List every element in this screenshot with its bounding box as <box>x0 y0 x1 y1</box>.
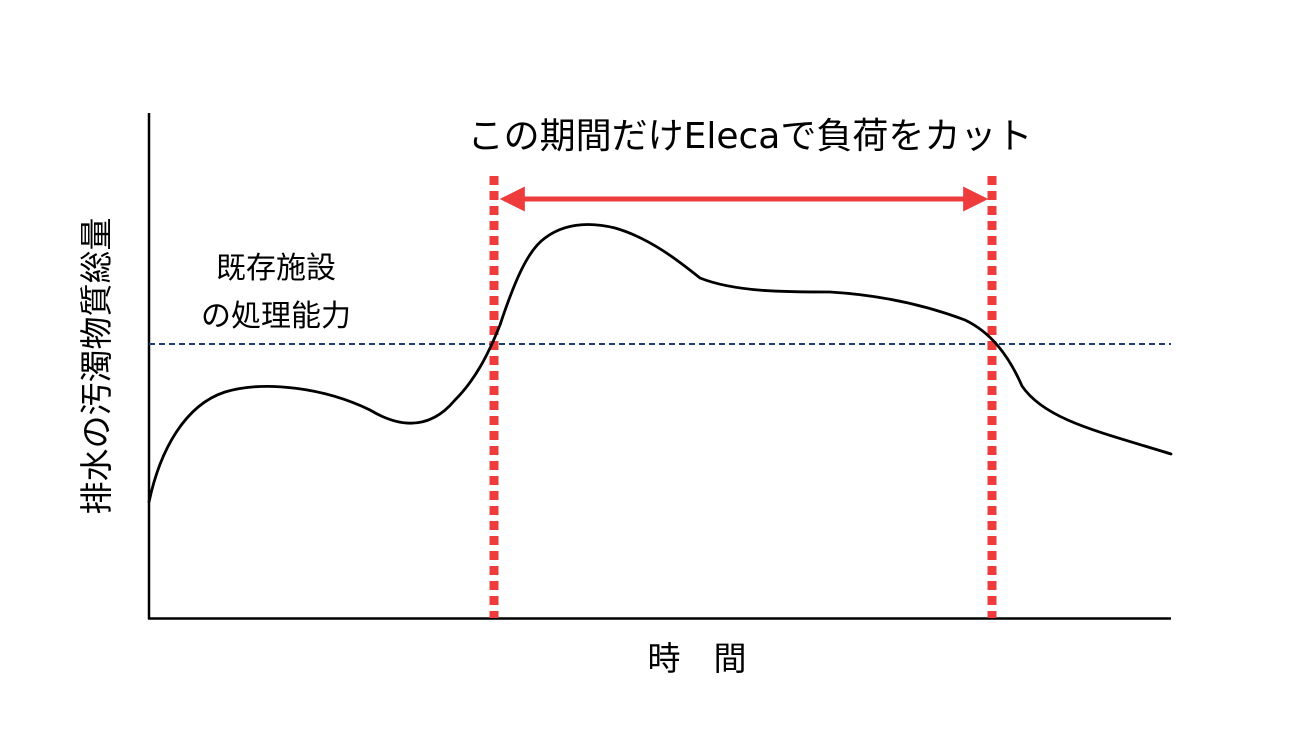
load-curve <box>147 223 1173 504</box>
capacity-label-line1: 既存施設 <box>216 251 336 286</box>
annotation-title: この期間だけElecaで負荷をカット <box>468 116 1033 157</box>
capacity-label-line2: の処理能力 <box>201 299 351 334</box>
x-axis-label: 時 間 <box>648 639 747 678</box>
y-axis-label: 排水の汚濁物質総量 <box>77 218 116 515</box>
